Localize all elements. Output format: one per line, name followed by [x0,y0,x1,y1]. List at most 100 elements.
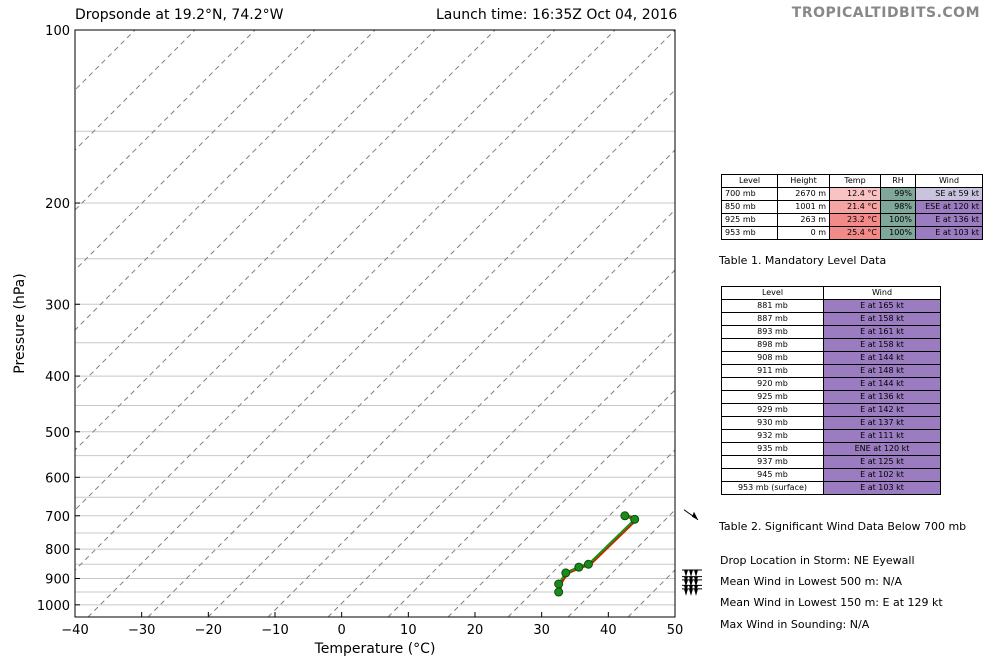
table-cell: 100% [880,213,916,227]
table1-caption: Table 1. Mandatory Level Data [719,254,887,267]
table-row: 935 mb ENE at 120 kt [721,442,941,456]
y-tick-label: 500 [45,426,70,441]
y-tick-label: 100 [45,24,70,39]
table-row: 898 mb E at 158 kt [721,338,941,352]
y-tick-label: 200 [45,197,70,212]
x-tick-label: −30 [128,623,155,638]
y-tick-label: 900 [45,573,70,588]
sounding-point [630,514,640,524]
table-cell: 12.4 °C [829,187,881,201]
table-cell: 893 mb [721,325,824,339]
table-cell: 911 mb [721,364,824,378]
wind-barb [683,509,699,521]
table-cell: 263 m [777,213,830,227]
isotherm-gridline [327,269,675,617]
table-row: 937 mb E at 125 kt [721,455,941,469]
max-wind-text: Max Wind in Sounding: N/A [720,618,870,631]
wind-barb-pennant [684,588,688,596]
table-cell: 850 mb [721,200,778,214]
table-cell: E at 158 kt [823,338,941,352]
table-cell: E at 148 kt [823,364,941,378]
isotherm-gridline [267,209,675,617]
table-row: 850 mb 1001 m 21.4 °C 98% ESE at 120 kt [721,200,983,214]
table-cell: 25.4 °C [829,226,881,240]
table-header-cell: Level [721,286,824,300]
table-header-row: Level Wind [721,286,941,300]
x-tick-label: 0 [338,623,346,638]
table-cell: 925 mb [721,213,778,227]
table-header-cell: Wind [915,174,983,188]
table-cell: 925 mb [721,390,824,404]
y-axis-label: Pressure (hPa) [12,273,28,373]
table-cell: ESE at 120 kt [915,200,983,214]
isotherm-gridline [75,30,376,331]
x-tick-label: 10 [400,623,417,638]
table-cell: 898 mb [721,338,824,352]
launch-time-title: Launch time: 16:35Z Oct 04, 2016 [436,7,678,23]
x-axis-label: Temperature (°C) [314,641,436,657]
x-tick-label: 20 [467,623,484,638]
site-watermark: TROPICALTIDBITS.COM [791,5,980,21]
table-row: 925 mb 263 m 23.2 °C 100% E at 136 kt [721,213,983,227]
table-cell: 2670 m [777,187,830,201]
wind-barb [682,569,702,578]
mean-wind-500-text: Mean Wind in Lowest 500 m: N/A [720,575,902,588]
x-tick-label: −10 [261,623,288,638]
significant-wind-table: Level Wind 881 mb E at 165 kt 887 mb E at 1… [721,286,941,495]
table-cell: E at 144 kt [823,377,941,391]
table-header-cell: Temp [829,174,881,188]
table-header-row: Level Height Temp RH Wind [721,174,983,188]
y-tick-label: 300 [45,298,70,313]
sounding-point [620,511,630,521]
table-header-cell: RH [880,174,916,188]
table-cell: 100% [880,226,916,240]
table-row: 893 mb E at 161 kt [721,325,941,339]
y-tick-label: 700 [45,510,70,525]
table-row: 932 mb E at 111 kt [721,429,941,443]
table-row: 953 mb 0 m 25.4 °C 100% E at 103 kt [721,226,983,240]
table-header-cell: Level [721,174,778,188]
wind-barb-pennant [694,570,698,578]
table-cell: 881 mb [721,299,824,313]
isotherm-gridline [507,449,675,617]
dewpoint-line [557,514,637,593]
isotherm-gridline [567,509,675,617]
sounding-point [554,579,564,589]
table-row: 920 mb E at 144 kt [721,377,941,391]
table-row: 945 mb E at 102 kt [721,468,941,482]
table-cell: E at 137 kt [823,416,941,430]
table-cell: 953 mb [721,226,778,240]
table-cell: 920 mb [721,377,824,391]
table-cell: 98% [880,200,916,214]
x-tick-label: 50 [667,623,684,638]
isotherm-gridline [87,30,675,617]
table-cell: 99% [880,187,916,201]
isotherm-gridline [147,89,675,617]
isotherm-gridline [75,30,436,391]
table-cell: E at 103 kt [915,226,983,240]
table-header-cell: Wind [823,286,941,300]
table-cell: E at 144 kt [823,351,941,365]
table-cell: E at 142 kt [823,403,941,417]
table-row: 925 mb E at 136 kt [721,390,941,404]
isotherm-gridline [447,389,675,617]
sounding-point [583,559,593,569]
wind-barb-pennant [692,511,698,520]
wind-barb-pennant [684,570,688,578]
x-tick-label: −20 [195,623,222,638]
table-cell: 700 mb [721,187,778,201]
table-cell: 930 mb [721,416,824,430]
isotherm-gridline [75,30,496,451]
table-row: 930 mb E at 137 kt [721,416,941,430]
y-tick-label: 1000 [37,599,70,614]
table-cell: E at 102 kt [823,468,941,482]
x-tick-label: 40 [600,623,617,638]
table-cell: 1001 m [777,200,830,214]
table-cell: E at 103 kt [823,481,941,495]
table-cell: E at 125 kt [823,455,941,469]
table-cell: 908 mb [721,351,824,365]
table-row: 700 mb 2670 m 12.4 °C 99% SE at 59 kt [721,187,983,201]
table-cell: ENE at 120 kt [823,442,941,456]
wind-barb-pennant [689,579,693,587]
